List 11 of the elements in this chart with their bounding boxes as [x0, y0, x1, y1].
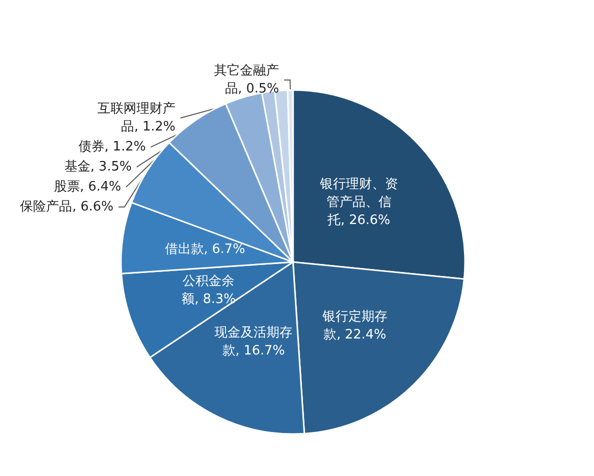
slice-label: 银行理财、资管产品、信托, 26.6% [318, 176, 398, 228]
slice-label: 互联网理财产品, 1.2% [98, 102, 176, 135]
slice-label: 股票, 6.4% [54, 180, 122, 195]
slice-label: 基金, 3.5% [64, 160, 132, 175]
slice-label: 现金及活期存款, 16.7% [214, 325, 293, 358]
slice-label: 其它金融产品, 0.5% [214, 62, 280, 97]
slice-label: 银行定期存款, 22.4% [321, 309, 388, 342]
slice-label: 公积金余额, 8.3% [182, 274, 236, 308]
slice-label: 保险产品, 6.6% [20, 200, 114, 215]
slice-label: 借出款, 6.7% [164, 242, 246, 257]
slice-label: 债券, 1.2% [78, 140, 146, 155]
